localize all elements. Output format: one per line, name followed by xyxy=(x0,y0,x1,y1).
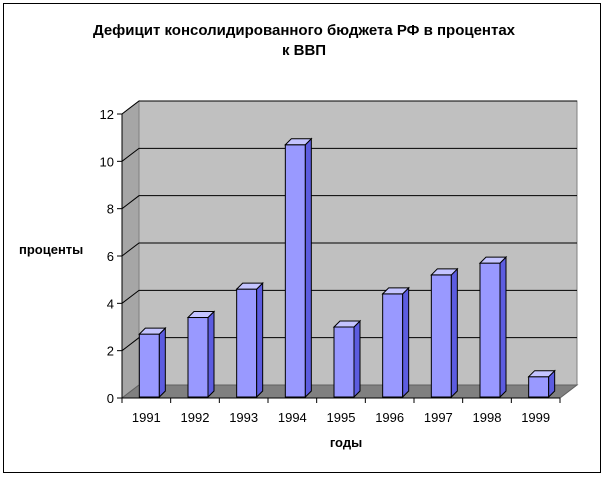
chart-frame: Дефицит консолидированного бюджета РФ в … xyxy=(3,3,601,473)
bar xyxy=(478,255,508,399)
chart-title-line-2: к ВВП xyxy=(282,42,326,59)
bar-front xyxy=(528,376,550,398)
bar-top xyxy=(478,256,508,264)
bar-front xyxy=(187,317,209,398)
bar-top xyxy=(430,268,459,276)
y-tick-label: 8 xyxy=(107,202,114,217)
bar xyxy=(235,281,264,399)
x-tick-label: 1995 xyxy=(327,410,356,425)
bar-side xyxy=(207,310,215,399)
y-tick-label: 10 xyxy=(100,154,114,169)
bar-front xyxy=(138,333,160,398)
x-axis-ticks: 1991 1992 1993 1994 1995 1996 1997 1998 1999 xyxy=(121,397,561,425)
x-tick-label: 1994 xyxy=(278,410,307,425)
bar xyxy=(332,319,362,399)
x-tick-label: 1991 xyxy=(132,410,161,425)
bar-top xyxy=(332,320,362,328)
bar-front xyxy=(382,293,404,398)
gridline xyxy=(121,100,577,115)
bar-front xyxy=(479,262,501,398)
gridline xyxy=(121,195,577,210)
bar-chart: Дефицит консолидированного бюджета РФ в … xyxy=(19,22,579,450)
bar-side xyxy=(158,326,166,399)
x-tick-label: 1999 xyxy=(521,410,550,425)
y-axis-ticks: 0 2 4 6 8 10 12 xyxy=(100,107,123,406)
gridline xyxy=(121,242,577,257)
x-tick-label: 1993 xyxy=(229,410,258,425)
bar xyxy=(284,137,313,399)
bar-front xyxy=(333,326,355,398)
y-tick-label: 0 xyxy=(107,391,114,406)
bar-side xyxy=(353,319,361,399)
x-tick-label: 1996 xyxy=(375,410,404,425)
y-tick-label: 4 xyxy=(107,296,114,311)
bar-side xyxy=(304,137,312,399)
gridline xyxy=(121,147,577,162)
x-tick-label: 1998 xyxy=(473,410,502,425)
bar-top xyxy=(235,282,264,290)
bar-top xyxy=(284,138,313,146)
x-axis-title: годы xyxy=(330,435,362,450)
bar xyxy=(527,369,556,399)
bar xyxy=(430,267,459,399)
chart-title-line-1: Дефицит консолидированного бюджета РФ в … xyxy=(93,22,516,39)
y-tick-label: 2 xyxy=(107,344,114,359)
bar-side xyxy=(450,267,458,399)
bar-side xyxy=(256,281,264,399)
bars xyxy=(138,137,556,399)
bar-top xyxy=(527,370,556,378)
y-tick-label: 6 xyxy=(107,249,114,264)
bar-top xyxy=(138,327,167,335)
bar xyxy=(381,286,410,399)
bar xyxy=(138,326,167,399)
bar-front xyxy=(284,144,306,398)
y-tick-label: 12 xyxy=(100,107,114,122)
x-tick-label: 1992 xyxy=(181,410,210,425)
bar-front xyxy=(236,288,258,398)
bar-side xyxy=(402,286,410,399)
bar-side xyxy=(499,255,507,399)
x-tick-label: 1997 xyxy=(424,410,453,425)
bar-top xyxy=(186,311,216,319)
bar-front xyxy=(430,274,452,398)
bar xyxy=(186,310,216,399)
y-axis-title: проценты xyxy=(19,242,83,257)
bar-top xyxy=(381,287,410,295)
